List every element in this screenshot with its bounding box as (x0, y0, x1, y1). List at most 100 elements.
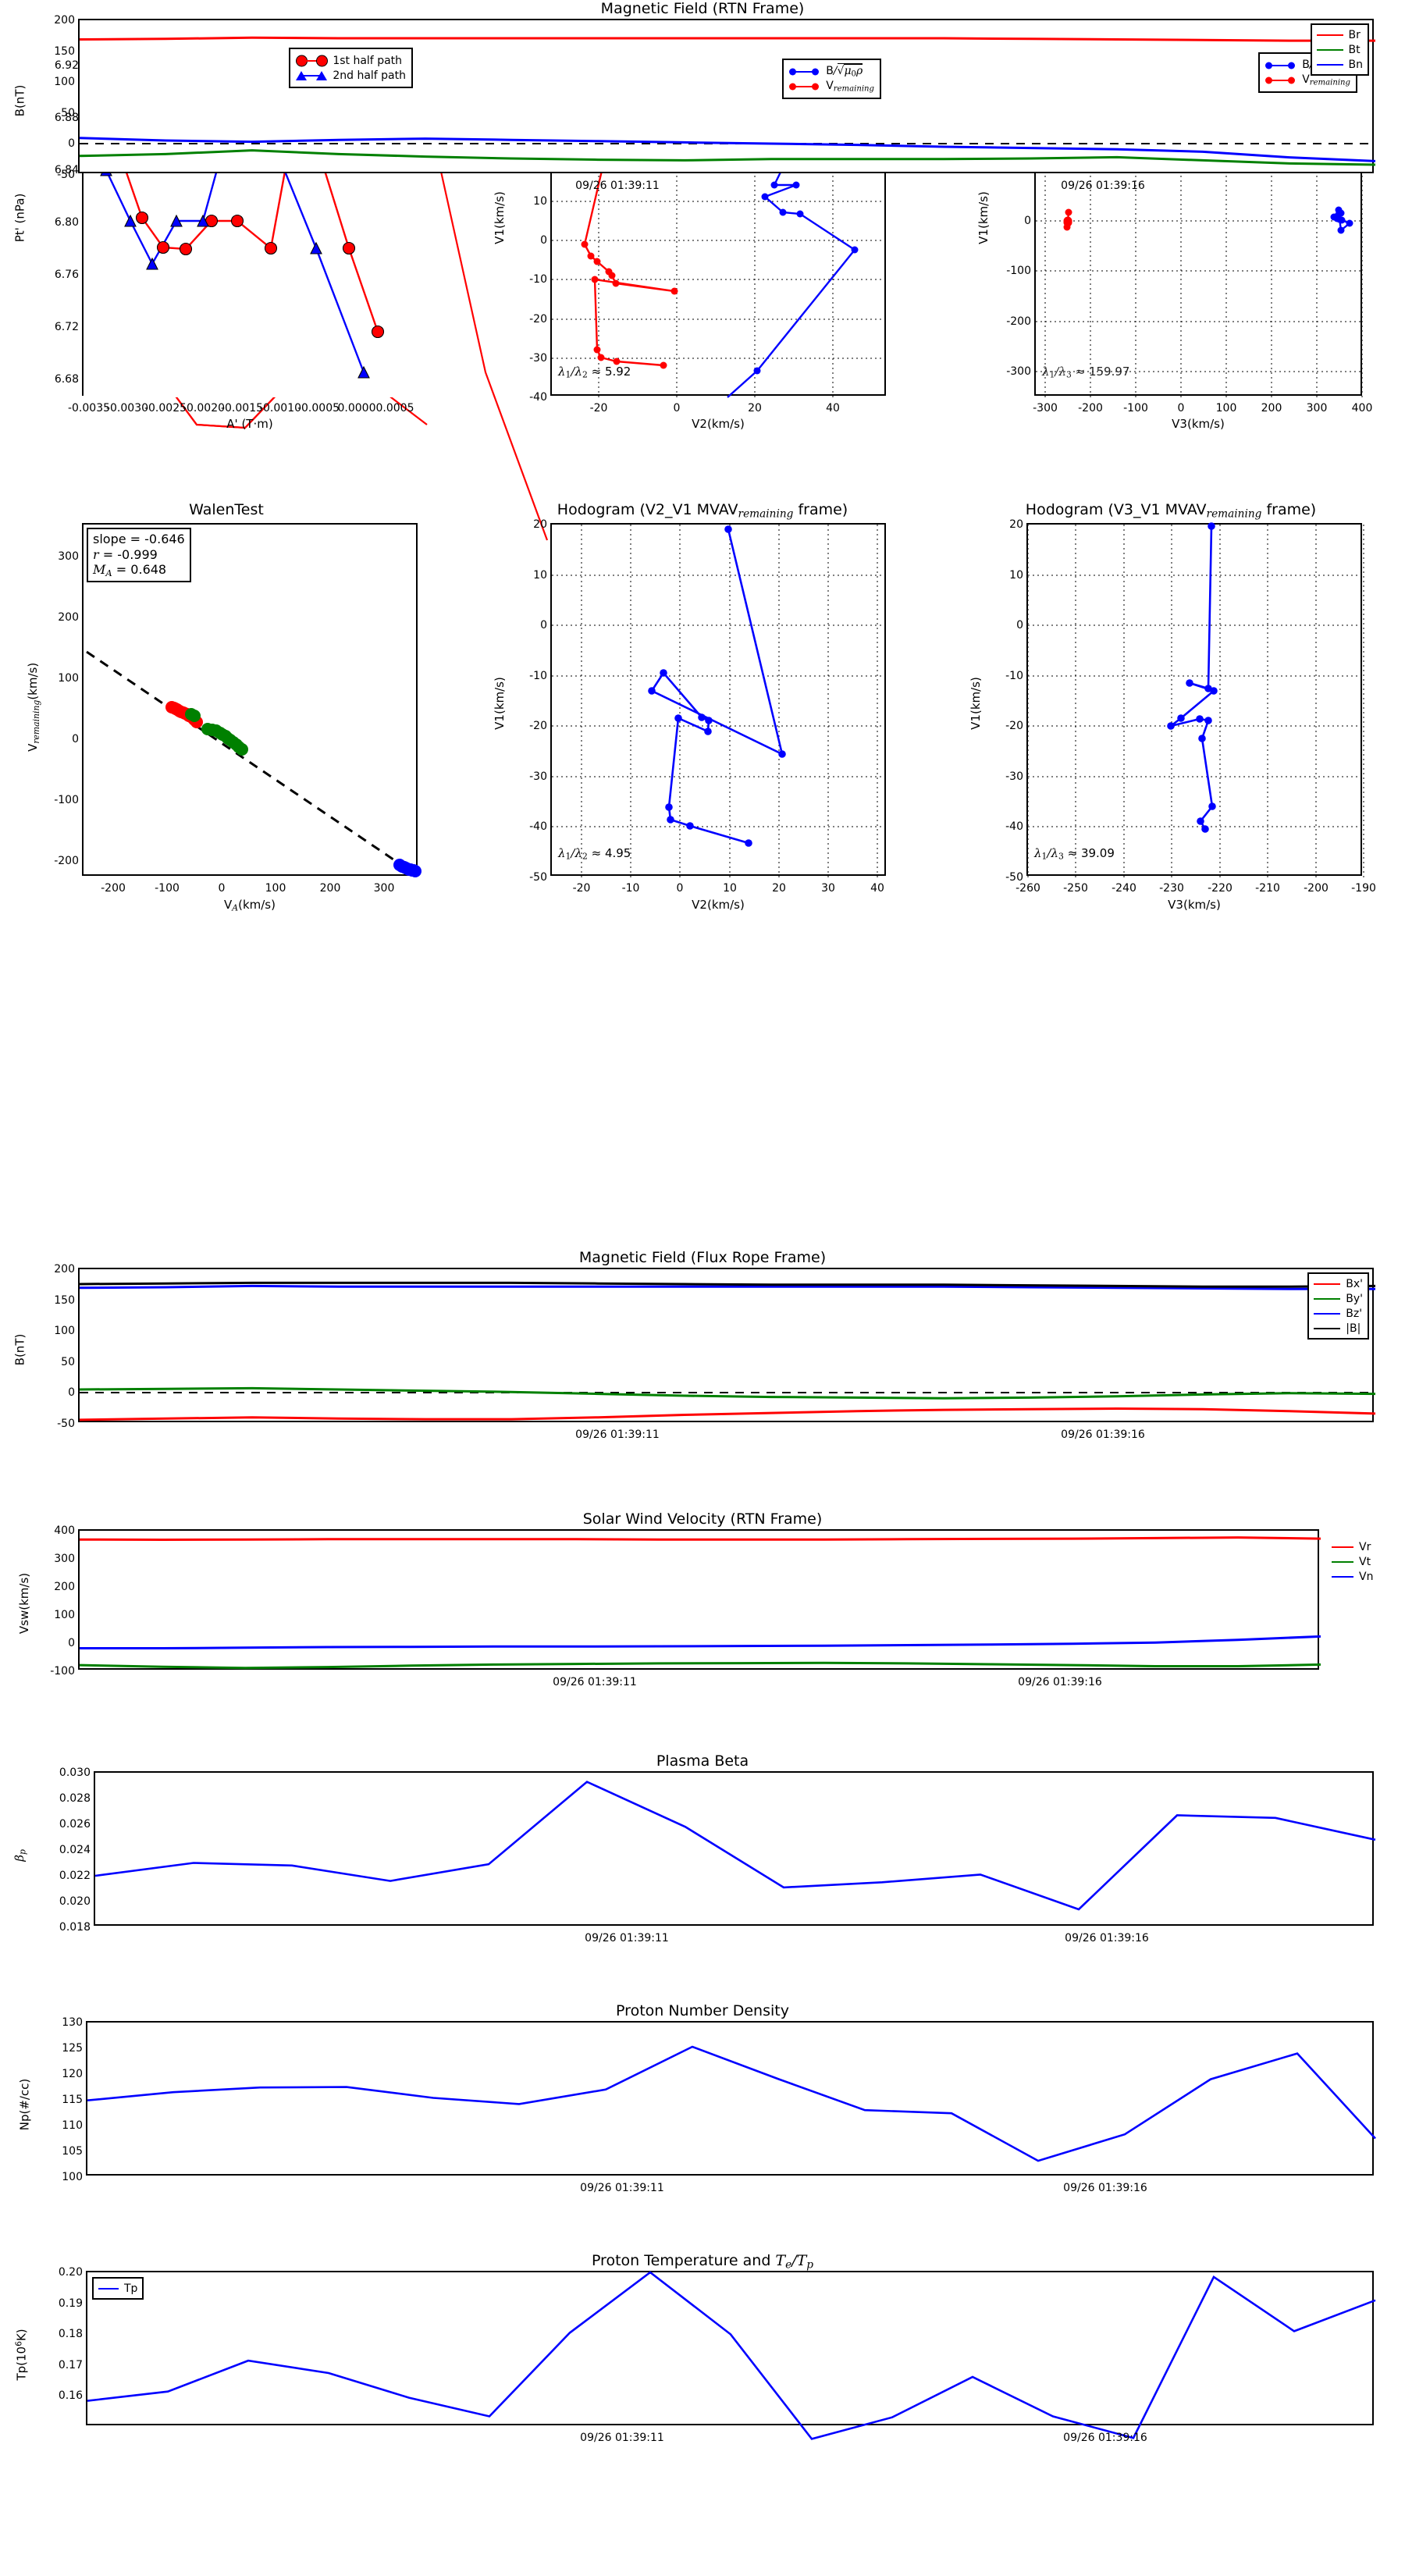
ytick: 0 (540, 234, 547, 247)
x-axis-label: V2(km/s) (692, 417, 745, 431)
ylabel-main: V (26, 743, 41, 752)
legend-item-vt: Vt (1332, 1554, 1373, 1569)
legend-label: Bt (1348, 43, 1361, 56)
xtick-time: 09/26 01:39:11 (585, 1932, 669, 1944)
ytick: 100 (54, 76, 75, 89)
ytick: 0.018 (59, 1921, 91, 1934)
panel-title: Proton Temperature and Te/Tp (0, 2252, 1405, 2271)
panel-proton-temperature: Proton Temperature and Te/Tp 0.20 0.19 0… (0, 2252, 1405, 2471)
panel-title-te: T (775, 2252, 786, 2269)
series-canvas (94, 1781, 1376, 1911)
ytick: 0 (68, 137, 75, 151)
eigenvalue-ratio-annotation: λ1/λ3 ≈ 39.09 (1034, 846, 1115, 862)
panel-title-a: Hodogram (V2_V1 MVAV (557, 501, 738, 518)
legend-item-br: Br (1316, 27, 1363, 42)
ylabel-sup: 6 (13, 2341, 24, 2347)
ytick: 115 (62, 2094, 83, 2106)
series-canvas (1027, 522, 1364, 877)
ytick: -20 (529, 313, 547, 326)
ytick: 0.020 (59, 1895, 91, 1908)
ytick: 0.16 (58, 2389, 83, 2403)
line-vn (80, 1635, 1321, 1649)
ytick: 105 (62, 2145, 83, 2158)
legend-marker-triangle (296, 70, 328, 80)
ytick: -20 (529, 720, 547, 732)
ytick: 10 (1009, 569, 1023, 582)
xtick: -0.0015 (220, 402, 264, 415)
ytick: 0 (68, 1386, 75, 1400)
ytick: 100 (62, 2171, 83, 2183)
panel-title: Plasma Beta (656, 1752, 749, 1770)
xtick: -210 (1255, 882, 1280, 895)
legend-label: Tp (124, 2282, 138, 2295)
line-br (79, 36, 1375, 42)
grid-lines (1027, 525, 1364, 877)
x-axis-label: V3(km/s) (1168, 898, 1221, 912)
xtick: 10 (723, 882, 737, 895)
legend-label: Vr (1359, 1540, 1371, 1553)
ytick: 0.026 (59, 1818, 91, 1831)
legend-label-v: Vremaining (1302, 73, 1350, 87)
legend-item-vr: Vr (1332, 1539, 1373, 1554)
panel-title: Hodogram (V3_V1 MVAVremaining frame) (952, 501, 1389, 520)
panel-hodogram-v2v1-mvav: Hodogram (V2_V1 MVAVremaining frame) (468, 484, 937, 952)
ytick: 6.84 (54, 164, 79, 176)
xtick: -0.0030 (105, 402, 149, 415)
ytick: 120 (62, 2068, 83, 2080)
panel-solar-wind-velocity: Solar Wind Velocity (RTN Frame) 400 300 … (0, 1510, 1405, 1721)
ytick: 150 (54, 1293, 75, 1307)
legend-line-blue (1314, 1312, 1341, 1315)
ytick: 10 (533, 569, 547, 582)
ytick: 200 (54, 1263, 75, 1276)
legend-marker-circle (296, 55, 329, 66)
legend-item-by: By' (1314, 1291, 1363, 1306)
xtick: 0 (218, 882, 226, 895)
x-axis-label: A' (T·m) (226, 417, 273, 431)
xtick-time: 09/26 01:39:16 (1063, 2182, 1147, 2194)
panel-title: Magnetic Field (RTN Frame) (600, 0, 805, 17)
legend-item-bn: Bn (1316, 57, 1363, 72)
panel-title: Hodogram (V2_V1 MVAVremaining frame) (484, 501, 921, 520)
panel-title-te-sub: e (785, 2258, 792, 2272)
series-canvas (552, 525, 887, 877)
plot-area: 200 150 100 50 0 -50 09/26 01:39:11 09/2… (54, 14, 1376, 192)
plot-area: 20 10 0 -10 -20 -30 -40 -50 -260 -250 -2… (1005, 518, 1376, 895)
xtick: -100 (155, 882, 180, 895)
legend-label-b: B/√μ0ρ (826, 62, 863, 79)
xlabel-sub: A (232, 902, 239, 913)
y-axis-label: B(nT) (12, 84, 27, 117)
legend-item-bz: Bz' (1314, 1306, 1363, 1321)
ytick: -40 (529, 391, 547, 404)
legend-line-black (1314, 1327, 1341, 1329)
y-axis-label: Vremaining(km/s) (26, 663, 41, 752)
xtick-time: 09/26 01:39:11 (580, 2432, 664, 2444)
legend-label: By' (1346, 1292, 1363, 1305)
legend-line-blue (1332, 1575, 1353, 1578)
legend-marker-circle-blue (1265, 61, 1297, 70)
ylabel-a: Tp(10 (14, 2346, 29, 2381)
panel-title-tp-sub: p (806, 2258, 814, 2272)
legend-marker-circle-red (1265, 76, 1297, 85)
panel-walen-test: WalenTest (0, 484, 468, 952)
markers-trajectory (1167, 522, 1218, 833)
panel-title: Magnetic Field (Flux Rope Frame) (578, 1249, 827, 1266)
ytick: 6.68 (54, 373, 79, 386)
line-beta-p (94, 1781, 1376, 1911)
ytick: 0.030 (59, 1767, 91, 1779)
legend-line-blue (1316, 63, 1343, 66)
xtick: -230 (1159, 882, 1184, 895)
xtick: 20 (772, 882, 786, 895)
xtick: 300 (373, 882, 395, 895)
xtick: -200 (1078, 402, 1103, 415)
panel-title-b: frame) (793, 501, 848, 518)
ylabel-sub: remaining (30, 699, 41, 744)
line-vt (79, 1661, 1321, 1670)
panel-title: Solar Wind Velocity (RTN Frame) (582, 1510, 823, 1528)
ytick: -30 (1005, 770, 1023, 783)
x-axis-label: V3(km/s) (1172, 417, 1225, 431)
ytick: 6.76 (54, 269, 79, 281)
legend-label: Bn (1348, 58, 1363, 71)
xtick: -0.0035 (67, 402, 111, 415)
legend-marker-circle-red (789, 82, 820, 91)
